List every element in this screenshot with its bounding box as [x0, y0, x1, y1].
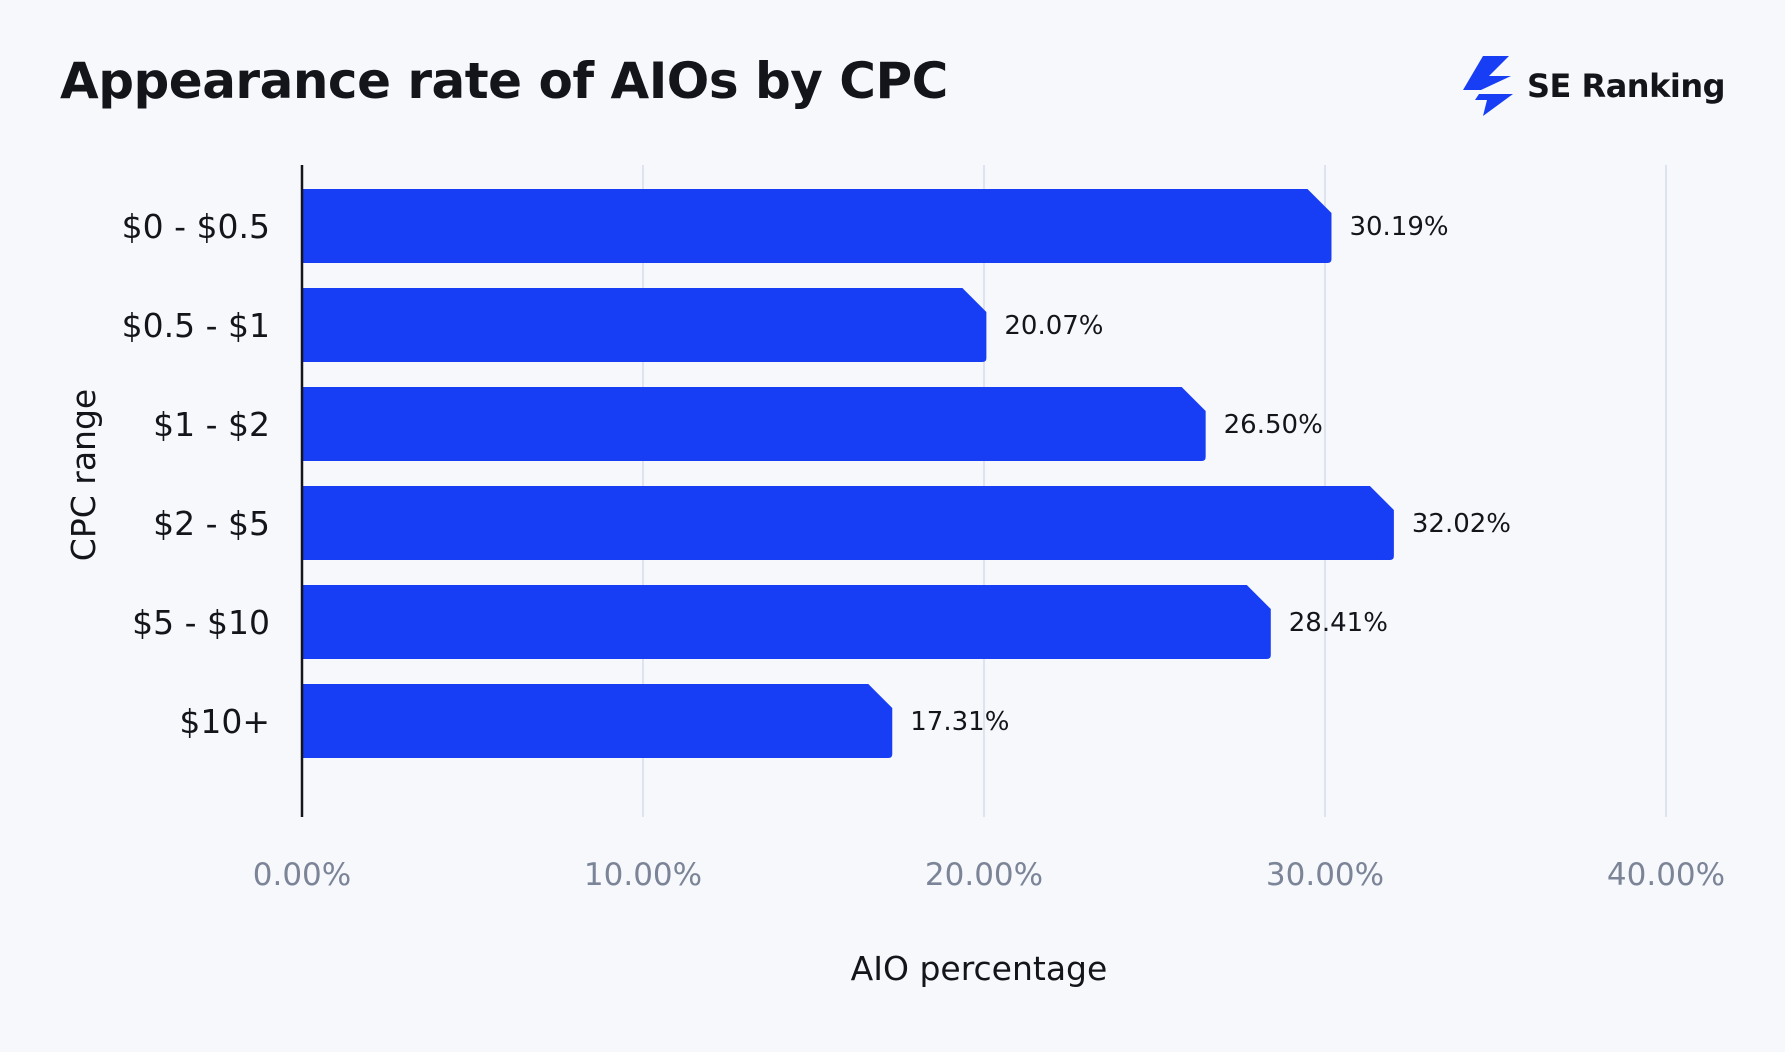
bars: 30.19% 20.07% 26.50% 32.02% 28.41% 17.31%	[302, 189, 1511, 758]
bar	[302, 585, 1271, 659]
bar-value-label: 20.07%	[1004, 311, 1103, 341]
bar-value-label: 28.41%	[1289, 608, 1388, 638]
y-category-label: $10+	[179, 702, 270, 741]
x-tick-label: 0.00%	[253, 857, 351, 893]
bar-value-label: 26.50%	[1224, 410, 1323, 440]
y-axis-title: CPC range	[64, 389, 103, 561]
x-tick-label: 10.00%	[584, 857, 702, 893]
x-tick-labels: 0.00% 10.00% 20.00% 30.00% 40.00%	[253, 857, 1725, 893]
brand-name: SE Ranking	[1527, 67, 1726, 105]
y-category-label: $1 - $2	[153, 405, 270, 444]
bar	[302, 288, 987, 362]
y-category-label: $5 - $10	[132, 603, 270, 642]
y-category-label: $2 - $5	[153, 504, 270, 543]
x-tick-label: 30.00%	[1266, 857, 1384, 893]
se-ranking-bolt-icon	[1463, 56, 1513, 116]
y-category-labels: $0 - $0.5 $0.5 - $1 $1 - $2 $2 - $5 $5 - $10…	[122, 207, 270, 741]
chart-title: Appearance rate of AIOs by CPC	[60, 52, 948, 110]
bar	[302, 387, 1206, 461]
bar	[302, 486, 1394, 560]
x-tick-label: 20.00%	[925, 857, 1043, 893]
bar	[302, 189, 1332, 263]
x-tick-label: 40.00%	[1607, 857, 1725, 893]
bar-value-label: 30.19%	[1349, 212, 1448, 242]
y-category-label: $0 - $0.5	[122, 207, 270, 246]
y-category-label: $0.5 - $1	[122, 306, 270, 345]
bar-value-label: 17.31%	[910, 707, 1009, 737]
bar	[302, 684, 893, 758]
x-axis-title: AIO percentage	[851, 949, 1108, 988]
bar-value-label: 32.02%	[1412, 509, 1511, 539]
brand-logo: SE Ranking	[1461, 56, 1726, 116]
